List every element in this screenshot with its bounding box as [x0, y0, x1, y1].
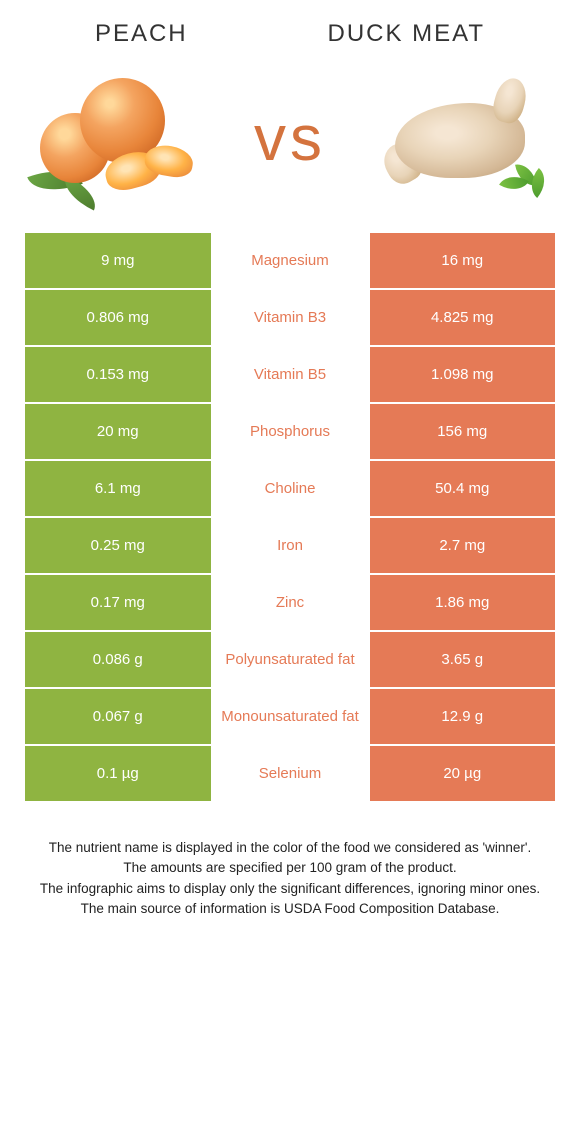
footer-notes: The nutrient name is displayed in the co…	[25, 838, 555, 919]
table-row: 0.806 mgVitamin B34.825 mg	[25, 290, 555, 347]
table-row: 0.17 mgZinc1.86 mg	[25, 575, 555, 632]
table-row: 20 mgPhosphorus156 mg	[25, 404, 555, 461]
cell-right-value: 16 mg	[370, 233, 556, 288]
footer-line: The infographic aims to display only the…	[30, 879, 550, 899]
cell-left-value: 9 mg	[25, 233, 211, 288]
cell-left-value: 0.067 g	[25, 689, 211, 744]
cell-right-value: 4.825 mg	[370, 290, 556, 345]
duck-shape	[490, 75, 531, 126]
cell-nutrient-name: Magnesium	[211, 233, 370, 288]
cell-right-value: 50.4 mg	[370, 461, 556, 516]
table-row: 6.1 mgCholine50.4 mg	[25, 461, 555, 518]
images-row: vs	[25, 68, 555, 208]
cell-nutrient-name: Vitamin B3	[211, 290, 370, 345]
mint-icon	[505, 163, 550, 198]
comparison-table: 9 mgMagnesium16 mg0.806 mgVitamin B34.82…	[25, 233, 555, 803]
table-row: 0.25 mgIron2.7 mg	[25, 518, 555, 575]
footer-line: The nutrient name is displayed in the co…	[30, 838, 550, 858]
header-titles: Peach Duck meat	[25, 20, 555, 48]
footer-line: The amounts are specified per 100 gram o…	[30, 858, 550, 878]
cell-left-value: 20 mg	[25, 404, 211, 459]
title-left: Peach	[95, 20, 188, 48]
cell-nutrient-name: Iron	[211, 518, 370, 573]
cell-right-value: 12.9 g	[370, 689, 556, 744]
table-row: 0.086 gPolyunsaturated fat3.65 g	[25, 632, 555, 689]
cell-left-value: 0.1 µg	[25, 746, 211, 801]
table-row: 9 mgMagnesium16 mg	[25, 233, 555, 290]
cell-nutrient-name: Monounsaturated fat	[211, 689, 370, 744]
cell-right-value: 2.7 mg	[370, 518, 556, 573]
cell-nutrient-name: Zinc	[211, 575, 370, 630]
cell-left-value: 0.806 mg	[25, 290, 211, 345]
table-row: 0.153 mgVitamin B51.098 mg	[25, 347, 555, 404]
cell-right-value: 20 µg	[370, 746, 556, 801]
cell-nutrient-name: Selenium	[211, 746, 370, 801]
cell-right-value: 3.65 g	[370, 632, 556, 687]
cell-left-value: 6.1 mg	[25, 461, 211, 516]
duck-image	[380, 68, 550, 208]
cell-nutrient-name: Choline	[211, 461, 370, 516]
title-right: Duck meat	[328, 20, 486, 48]
table-row: 0.067 gMonounsaturated fat12.9 g	[25, 689, 555, 746]
cell-right-value: 156 mg	[370, 404, 556, 459]
cell-right-value: 1.86 mg	[370, 575, 556, 630]
footer-line: The main source of information is USDA F…	[30, 899, 550, 919]
peach-image	[30, 68, 200, 208]
cell-nutrient-name: Vitamin B5	[211, 347, 370, 402]
cell-left-value: 0.086 g	[25, 632, 211, 687]
vs-label: vs	[254, 101, 326, 175]
cell-left-value: 0.17 mg	[25, 575, 211, 630]
cell-left-value: 0.153 mg	[25, 347, 211, 402]
table-row: 0.1 µgSelenium20 µg	[25, 746, 555, 803]
infographic-container: Peach Duck meat vs 9 mgMagnesium16 mg0.8…	[0, 0, 580, 939]
cell-nutrient-name: Polyunsaturated fat	[211, 632, 370, 687]
cell-nutrient-name: Phosphorus	[211, 404, 370, 459]
cell-left-value: 0.25 mg	[25, 518, 211, 573]
cell-right-value: 1.098 mg	[370, 347, 556, 402]
